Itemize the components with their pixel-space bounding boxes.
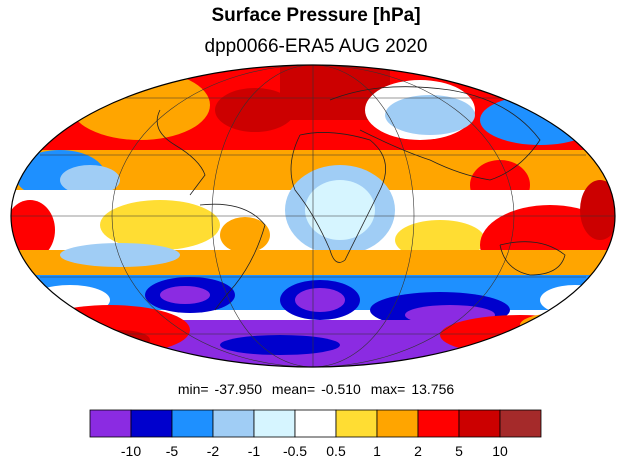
colorbar-swatch — [458, 409, 501, 438]
min-label: min= — [177, 381, 209, 397]
colorbar-tick-label: 10 — [492, 443, 508, 459]
colorbar-tick-label: -1 — [248, 443, 261, 459]
max-value: 13.756 — [411, 381, 455, 397]
colorbar-tick-label: -2 — [207, 443, 220, 459]
colorbar-tick-label: 2 — [414, 443, 422, 459]
max-label: max= — [370, 381, 406, 397]
colorbar-swatch — [89, 409, 132, 438]
statistics-line: min= -37.950 mean= -0.510 max= 13.756 — [0, 381, 632, 397]
colorbar-swatch — [335, 409, 378, 438]
colorbar-tick-label: 0.5 — [326, 443, 346, 459]
colorbar-tick-label: -0.5 — [283, 443, 307, 459]
colorbar-swatch — [294, 409, 337, 438]
colorbar-tick-label: -5 — [166, 443, 179, 459]
colorbar-swatch — [212, 409, 255, 438]
colorbar-swatch — [253, 409, 296, 438]
coastlines — [156, 86, 566, 311]
colorbar-tick-label: -10 — [121, 443, 141, 459]
mean-label: mean= — [271, 381, 316, 397]
mean-value: -0.510 — [321, 381, 361, 397]
min-value: -37.950 — [214, 381, 263, 397]
colorbar-tick-label: 1 — [373, 443, 381, 459]
map-outline — [10, 64, 616, 368]
colorbar-swatch — [417, 409, 460, 438]
colorbar-swatch — [499, 409, 542, 438]
colorbar-swatch — [376, 409, 419, 438]
colorbar-tick-label: 5 — [455, 443, 463, 459]
map-title: Surface Pressure [hPa] — [211, 5, 421, 26]
colorbar-swatch — [130, 409, 173, 438]
map-subtitle: dpp0066-ERA5 AUG 2020 — [204, 36, 428, 57]
colorbar-swatch — [171, 409, 214, 438]
